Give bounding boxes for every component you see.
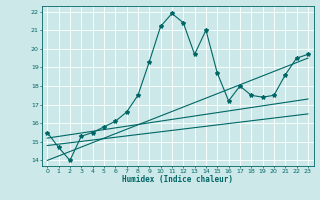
X-axis label: Humidex (Indice chaleur): Humidex (Indice chaleur) xyxy=(122,175,233,184)
